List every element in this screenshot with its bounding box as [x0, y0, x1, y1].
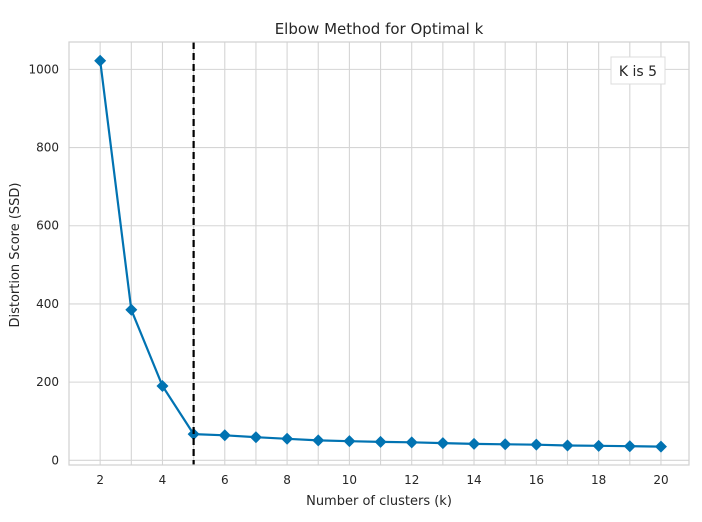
x-tick-label: 6: [221, 473, 229, 487]
data-point: [436, 437, 449, 450]
y-tick-label: 200: [36, 375, 59, 389]
data-point: [125, 303, 138, 316]
x-tick-label: 2: [96, 473, 104, 487]
data-point: [530, 438, 543, 451]
legend: K is 5: [610, 56, 666, 85]
data-point: [281, 432, 294, 445]
data-point: [94, 54, 107, 67]
plot-frame: [68, 41, 690, 466]
data-point: [592, 439, 605, 452]
y-axis-label: Distortion Score (SSD): [8, 182, 23, 327]
data-point: [499, 438, 512, 451]
data-point: [343, 435, 356, 448]
legend-box: [610, 56, 666, 85]
y-tick-label: 0: [51, 453, 59, 467]
x-tick-label: 10: [342, 473, 357, 487]
x-tick-label: 16: [529, 473, 544, 487]
y-tick-label: 1000: [28, 62, 59, 76]
data-point: [218, 429, 231, 442]
data-point: [156, 380, 169, 393]
x-tick-label: 8: [283, 473, 291, 487]
data-point: [623, 440, 636, 453]
legend-text: K is 5: [619, 64, 657, 80]
x-tick-label: 18: [591, 473, 606, 487]
y-tick-label: 800: [36, 141, 59, 155]
y-tick-label: 400: [36, 297, 59, 311]
data-point: [405, 436, 418, 449]
plot-area: [69, 42, 689, 465]
data-point: [249, 431, 262, 444]
x-axis-label: Number of clusters (k): [306, 494, 452, 509]
x-axis-ticks: 2 4 6 8 10 12 14 16 18 20: [96, 473, 668, 487]
data-point: [654, 440, 667, 453]
y-axis-ticks: 0 200 400 600 800 1000: [28, 62, 59, 467]
series-layer: [94, 54, 667, 453]
y-tick-label: 600: [36, 219, 59, 233]
x-tick-label: 4: [159, 473, 167, 487]
data-point: [561, 439, 574, 452]
x-tick-label: 12: [404, 473, 419, 487]
data-point: [468, 437, 481, 450]
grid: [69, 42, 689, 465]
chart-title: Elbow Method for Optimal k: [275, 20, 484, 38]
data-point: [187, 428, 200, 441]
data-point: [312, 434, 325, 447]
x-tick-label: 20: [653, 473, 668, 487]
data-point: [374, 435, 387, 448]
x-tick-label: 14: [466, 473, 481, 487]
